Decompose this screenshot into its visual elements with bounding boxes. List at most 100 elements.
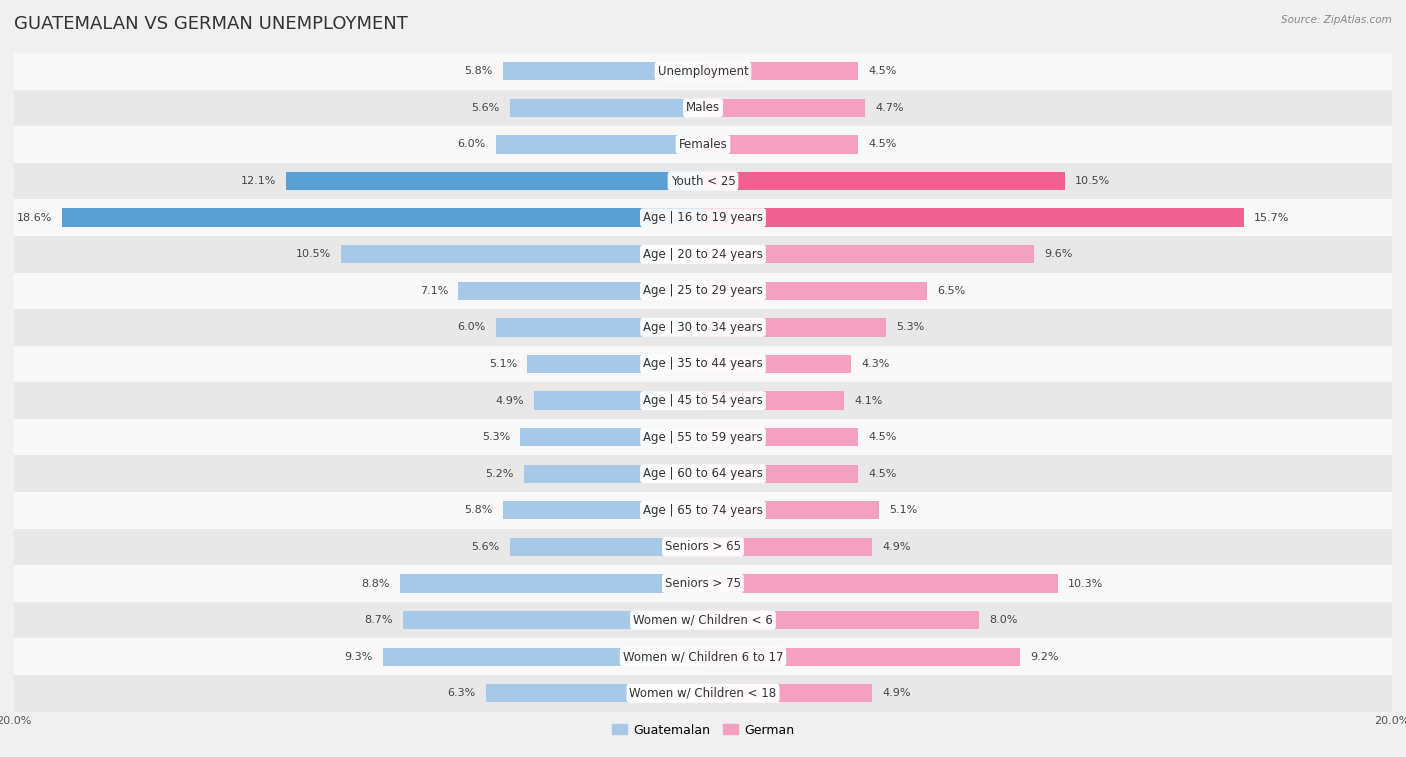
Text: 9.6%: 9.6% xyxy=(1045,249,1073,259)
Text: Women w/ Children 6 to 17: Women w/ Children 6 to 17 xyxy=(623,650,783,663)
Bar xyxy=(486,684,703,702)
Text: 5.8%: 5.8% xyxy=(464,506,494,516)
Bar xyxy=(342,245,703,263)
Text: 4.9%: 4.9% xyxy=(495,396,524,406)
Text: Women w/ Children < 6: Women w/ Children < 6 xyxy=(633,614,773,627)
Text: 10.3%: 10.3% xyxy=(1069,578,1104,588)
Text: 5.3%: 5.3% xyxy=(896,322,924,332)
Bar xyxy=(14,126,1392,163)
Text: 15.7%: 15.7% xyxy=(1254,213,1289,223)
Text: 18.6%: 18.6% xyxy=(17,213,52,223)
Bar xyxy=(496,318,703,337)
Bar xyxy=(503,501,703,519)
Text: 6.0%: 6.0% xyxy=(458,139,486,149)
Text: 6.5%: 6.5% xyxy=(938,286,966,296)
Text: 8.8%: 8.8% xyxy=(361,578,389,588)
Bar xyxy=(14,53,1392,89)
Bar xyxy=(404,611,703,629)
Text: Age | 25 to 29 years: Age | 25 to 29 years xyxy=(643,285,763,298)
Bar xyxy=(496,136,703,154)
Text: 4.5%: 4.5% xyxy=(869,139,897,149)
Legend: Guatemalan, German: Guatemalan, German xyxy=(607,718,799,742)
Bar xyxy=(14,309,1392,346)
Bar xyxy=(703,537,872,556)
Text: 5.1%: 5.1% xyxy=(889,506,917,516)
Bar xyxy=(703,428,858,447)
Bar xyxy=(62,208,703,227)
Bar xyxy=(703,98,865,117)
Text: 5.6%: 5.6% xyxy=(471,103,499,113)
Bar xyxy=(14,236,1392,273)
Text: Age | 65 to 74 years: Age | 65 to 74 years xyxy=(643,504,763,517)
Text: 4.5%: 4.5% xyxy=(869,432,897,442)
Bar xyxy=(703,501,879,519)
Text: 4.9%: 4.9% xyxy=(882,542,911,552)
Text: Seniors > 65: Seniors > 65 xyxy=(665,540,741,553)
Bar xyxy=(14,273,1392,309)
Text: 9.3%: 9.3% xyxy=(344,652,373,662)
Bar xyxy=(703,355,851,373)
Text: 5.2%: 5.2% xyxy=(485,469,513,478)
Bar xyxy=(703,611,979,629)
Bar xyxy=(703,136,858,154)
Bar xyxy=(703,391,844,410)
Text: Males: Males xyxy=(686,101,720,114)
Bar xyxy=(703,684,872,702)
Bar xyxy=(14,492,1392,528)
Bar xyxy=(14,565,1392,602)
Text: 4.5%: 4.5% xyxy=(869,469,897,478)
Bar xyxy=(527,355,703,373)
Bar xyxy=(703,647,1019,666)
Bar xyxy=(703,245,1033,263)
Bar xyxy=(14,528,1392,565)
Text: 4.7%: 4.7% xyxy=(875,103,904,113)
Bar xyxy=(14,675,1392,712)
Text: Youth < 25: Youth < 25 xyxy=(671,175,735,188)
Bar xyxy=(703,172,1064,190)
Text: Females: Females xyxy=(679,138,727,151)
Text: Women w/ Children < 18: Women w/ Children < 18 xyxy=(630,687,776,699)
Bar xyxy=(14,89,1392,126)
Bar xyxy=(703,318,886,337)
Text: Age | 30 to 34 years: Age | 30 to 34 years xyxy=(643,321,763,334)
Bar xyxy=(14,602,1392,638)
Bar xyxy=(524,465,703,483)
Text: 10.5%: 10.5% xyxy=(1076,176,1111,186)
Text: Age | 45 to 54 years: Age | 45 to 54 years xyxy=(643,394,763,407)
Text: 5.3%: 5.3% xyxy=(482,432,510,442)
Bar xyxy=(703,465,858,483)
Bar xyxy=(14,419,1392,456)
Text: Age | 35 to 44 years: Age | 35 to 44 years xyxy=(643,357,763,370)
Text: Age | 16 to 19 years: Age | 16 to 19 years xyxy=(643,211,763,224)
Text: Source: ZipAtlas.com: Source: ZipAtlas.com xyxy=(1281,15,1392,25)
Text: Seniors > 75: Seniors > 75 xyxy=(665,577,741,590)
Bar xyxy=(14,638,1392,675)
Text: 6.0%: 6.0% xyxy=(458,322,486,332)
Text: 8.0%: 8.0% xyxy=(988,615,1018,625)
Text: Age | 20 to 24 years: Age | 20 to 24 years xyxy=(643,248,763,260)
Bar xyxy=(703,62,858,80)
Bar xyxy=(458,282,703,300)
Bar xyxy=(14,456,1392,492)
Bar xyxy=(703,282,927,300)
Bar xyxy=(703,575,1057,593)
Text: 5.1%: 5.1% xyxy=(489,359,517,369)
Bar xyxy=(503,62,703,80)
Bar xyxy=(382,647,703,666)
Text: 6.3%: 6.3% xyxy=(447,688,475,698)
Text: 7.1%: 7.1% xyxy=(420,286,449,296)
Bar xyxy=(14,346,1392,382)
Bar xyxy=(534,391,703,410)
Text: Age | 55 to 59 years: Age | 55 to 59 years xyxy=(643,431,763,444)
Bar xyxy=(510,98,703,117)
Bar xyxy=(14,163,1392,199)
Text: GUATEMALAN VS GERMAN UNEMPLOYMENT: GUATEMALAN VS GERMAN UNEMPLOYMENT xyxy=(14,15,408,33)
Text: 5.8%: 5.8% xyxy=(464,67,494,76)
Text: 12.1%: 12.1% xyxy=(240,176,276,186)
Bar xyxy=(14,382,1392,419)
Bar xyxy=(399,575,703,593)
Text: Age | 60 to 64 years: Age | 60 to 64 years xyxy=(643,467,763,480)
Text: 4.5%: 4.5% xyxy=(869,67,897,76)
Text: 5.6%: 5.6% xyxy=(471,542,499,552)
Text: 10.5%: 10.5% xyxy=(295,249,330,259)
